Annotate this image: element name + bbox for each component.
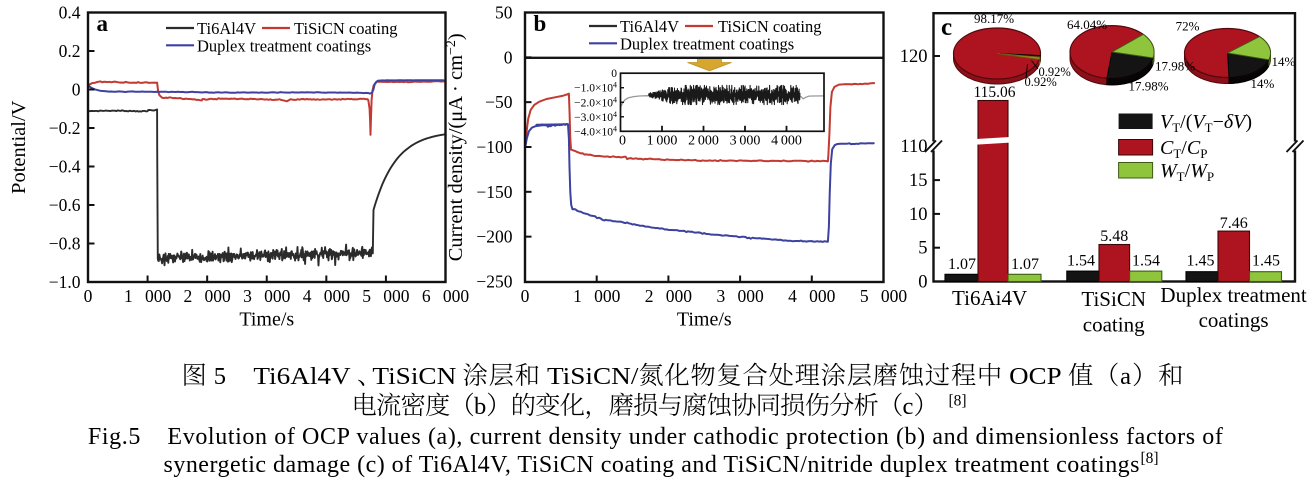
- svg-text:TiSiCN/: TiSiCN/: [547, 363, 639, 390]
- svg-text:1.45: 1.45: [1187, 253, 1215, 270]
- svg-text:−0.2: −0.2: [49, 118, 81, 138]
- svg-text:5 000: 5 000: [362, 286, 410, 306]
- svg-text:b: b: [474, 393, 486, 420]
- svg-text:4 000: 4 000: [303, 286, 351, 306]
- svg-text:b: b: [534, 11, 547, 36]
- svg-text:110: 110: [900, 137, 927, 157]
- svg-text:coating: coating: [1083, 313, 1145, 337]
- svg-text:10: 10: [909, 205, 928, 225]
- svg-text:TiSiCN: TiSiCN: [372, 363, 456, 390]
- svg-text:Fig.5 Evolution of OCP valu: Fig.5 Evolution of OCP values (a), curre…: [88, 424, 1223, 450]
- svg-text:synergetic damage (c) of Ti6Al: synergetic damage (c) of Ti6Al4V, TiSiCN…: [164, 452, 1140, 478]
- svg-text:0.2: 0.2: [59, 41, 81, 61]
- svg-text:1.07: 1.07: [948, 256, 976, 273]
- svg-text:7.46: 7.46: [1220, 215, 1248, 232]
- svg-text:4 000: 4 000: [788, 286, 836, 306]
- svg-text:−1.0: −1.0: [49, 272, 81, 292]
- svg-text:115.06: 115.06: [973, 84, 1015, 101]
- svg-text:Current density/(μA · cm−2): Current density/(μA · cm−2): [444, 33, 468, 261]
- svg-text:−0.4: −0.4: [49, 157, 81, 177]
- svg-text:Ti6Al4V: Ti6Al4V: [620, 17, 679, 36]
- svg-text:17.98%: 17.98%: [1155, 59, 1195, 74]
- svg-text:0: 0: [521, 286, 530, 306]
- svg-text:a: a: [97, 11, 109, 36]
- svg-text:3 000: 3 000: [243, 286, 291, 306]
- svg-text:1 000: 1 000: [124, 286, 172, 306]
- svg-text:0.92%: 0.92%: [1039, 65, 1071, 79]
- svg-text:Time/s: Time/s: [239, 309, 294, 331]
- svg-text:WT/WP: WT/WP: [1160, 160, 1214, 184]
- svg-text:14%: 14%: [1272, 54, 1296, 69]
- svg-text:15: 15: [909, 171, 928, 191]
- svg-text:0: 0: [84, 286, 93, 306]
- svg-text:0.4: 0.4: [59, 3, 81, 23]
- svg-text:0: 0: [619, 134, 626, 149]
- svg-text:5.48: 5.48: [1100, 228, 1128, 245]
- svg-text:OCP: OCP: [1009, 363, 1061, 390]
- svg-text:1.07: 1.07: [1011, 256, 1039, 273]
- svg-text:5: 5: [214, 363, 226, 390]
- svg-text:0: 0: [611, 68, 617, 80]
- svg-text:TiSiCN coating: TiSiCN coating: [718, 17, 821, 36]
- svg-text:−3.0×104: −3.0×104: [574, 109, 617, 124]
- svg-text:6 000: 6 000: [422, 286, 470, 306]
- svg-text:120: 120: [900, 47, 928, 67]
- svg-text:72%: 72%: [1176, 19, 1200, 34]
- svg-text:−4.0×104: −4.0×104: [574, 124, 617, 139]
- svg-text:TiSiCN: TiSiCN: [1081, 287, 1146, 311]
- svg-text:0.92%: 0.92%: [1025, 75, 1057, 89]
- svg-text:1 000: 1 000: [647, 134, 678, 149]
- svg-text:Ti6Al4V: Ti6Al4V: [197, 19, 256, 38]
- svg-text:3 000: 3 000: [730, 134, 761, 149]
- svg-text:4 000: 4 000: [771, 134, 802, 149]
- svg-text:−0.8: −0.8: [49, 234, 81, 254]
- svg-text:−1.0×104: −1.0×104: [574, 80, 617, 95]
- svg-text:50: 50: [495, 3, 513, 23]
- svg-text:14%: 14%: [1251, 76, 1275, 91]
- svg-text:−250: −250: [476, 271, 512, 291]
- svg-text:2 000: 2 000: [688, 134, 719, 149]
- svg-text:−2.0×104: −2.0×104: [574, 95, 617, 110]
- svg-text:−200: −200: [476, 227, 512, 247]
- svg-text:0: 0: [72, 80, 81, 100]
- svg-text:1.54: 1.54: [1067, 253, 1095, 270]
- svg-text:Duplex treatment: Duplex treatment: [1160, 283, 1307, 307]
- svg-text:−150: −150: [476, 182, 512, 202]
- svg-text:−50: −50: [485, 92, 513, 112]
- svg-text:CT/CP: CT/CP: [1160, 137, 1207, 161]
- svg-text:TiSiCN coating: TiSiCN coating: [294, 19, 397, 38]
- svg-text:a: a: [1120, 363, 1131, 390]
- svg-text:Duplex treatment coatings: Duplex treatment coatings: [197, 36, 371, 55]
- svg-text:coatings: coatings: [1199, 308, 1269, 332]
- svg-text:17.98%: 17.98%: [1129, 79, 1169, 94]
- svg-text:c: c: [941, 14, 952, 41]
- svg-text:0: 0: [504, 47, 513, 67]
- svg-text:3 000: 3 000: [716, 286, 764, 306]
- svg-text:2 000: 2 000: [184, 286, 232, 306]
- svg-text:−100: −100: [476, 137, 512, 157]
- svg-text:1.45: 1.45: [1252, 253, 1280, 270]
- svg-text:Ti6Al4V: Ti6Al4V: [253, 363, 351, 390]
- svg-text:98.17%: 98.17%: [974, 11, 1014, 26]
- svg-text:1.54: 1.54: [1132, 253, 1160, 270]
- svg-text:2 000: 2 000: [645, 286, 693, 306]
- svg-text:Potential/V: Potential/V: [8, 100, 30, 194]
- svg-text:−0.6: −0.6: [49, 195, 81, 215]
- svg-text:0: 0: [918, 273, 927, 293]
- svg-text:Duplex treatment coatings: Duplex treatment coatings: [620, 34, 794, 53]
- svg-text:5: 5: [918, 239, 927, 259]
- svg-text:[8]: [8]: [1141, 450, 1159, 467]
- svg-text:5 000: 5 000: [860, 286, 908, 306]
- svg-text:Ti6Ai4V: Ti6Ai4V: [952, 286, 1027, 310]
- svg-text:64.04%: 64.04%: [1067, 17, 1107, 32]
- svg-text:1 000: 1 000: [573, 286, 621, 306]
- svg-text:Time/s: Time/s: [677, 309, 732, 331]
- svg-text:[8]: [8]: [949, 393, 967, 410]
- svg-text:c: c: [903, 393, 914, 420]
